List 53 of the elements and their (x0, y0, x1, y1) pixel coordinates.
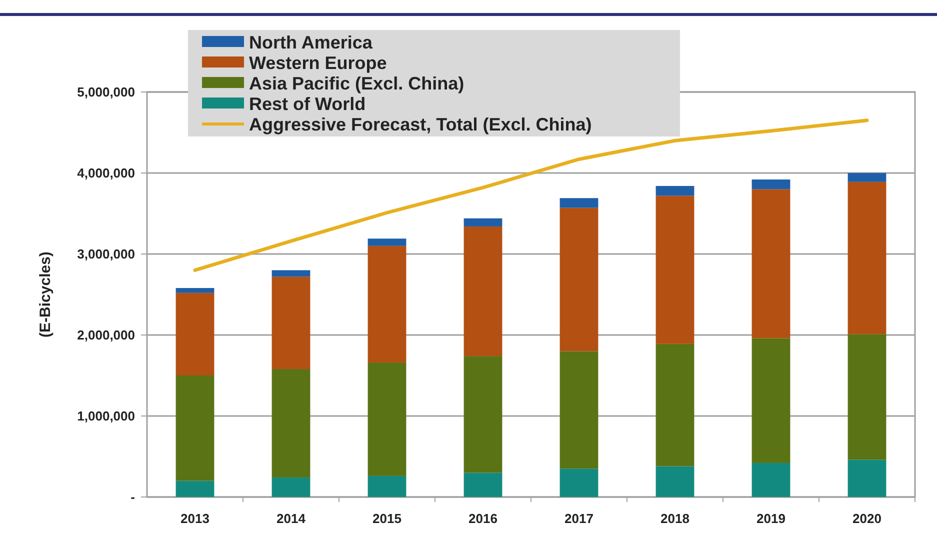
bar (464, 472, 502, 497)
legend-label: Asia Pacific (Excl. China) (249, 73, 464, 94)
bar (272, 276, 310, 370)
bar (848, 182, 886, 334)
bar (752, 338, 790, 463)
bar (368, 476, 406, 497)
bar (752, 189, 790, 338)
bar (272, 270, 310, 277)
x-tick-label: 2017 (564, 511, 594, 526)
legend-label: Aggressive Forecast, Total (Excl. China) (249, 114, 592, 134)
bar (656, 466, 694, 497)
bar (752, 179, 790, 190)
x-tick-label: 2020 (852, 511, 882, 526)
x-tick-label: 2018 (660, 511, 690, 526)
bar (368, 238, 406, 246)
bar (464, 226, 502, 356)
bar (368, 362, 406, 476)
x-tick-label: 2019 (756, 511, 786, 526)
bar (176, 288, 214, 293)
bar (176, 480, 214, 497)
bar (752, 462, 790, 497)
y-tick-label: 5,000,000 (77, 84, 135, 100)
x-tick-label: 2016 (468, 511, 498, 526)
x-tick-label: 2013 (180, 511, 210, 526)
line-series (193, 118, 869, 272)
y-tick-label: 2,000,000 (77, 328, 135, 343)
bar (560, 468, 598, 497)
y-tick-label: 3,000,000 (77, 246, 135, 262)
bar (656, 196, 694, 344)
bar (560, 198, 598, 208)
bar (272, 478, 310, 497)
bar (464, 218, 502, 226)
x-tick-label: 2015 (372, 511, 402, 526)
bar (560, 208, 598, 352)
y-tick-label: - (130, 490, 135, 505)
bar (368, 246, 406, 363)
bar (176, 292, 214, 376)
bar (176, 376, 214, 481)
bar (848, 334, 886, 460)
x-tick-label: 2014 (276, 511, 306, 526)
legend-label: Rest of World (249, 94, 366, 114)
bar (272, 369, 310, 478)
bar (656, 186, 694, 196)
y-tick-label: 4,000,000 (77, 166, 135, 181)
y-axis-title: (E-Bicycles) (37, 252, 54, 338)
legend-label: Western Europe (249, 52, 387, 73)
bar (848, 173, 886, 182)
bar (560, 351, 598, 469)
bar (656, 344, 694, 466)
legend-label: North America (249, 32, 374, 52)
y-tick-label: 1,000,000 (77, 408, 135, 424)
bar (464, 356, 502, 473)
bar (848, 460, 886, 497)
